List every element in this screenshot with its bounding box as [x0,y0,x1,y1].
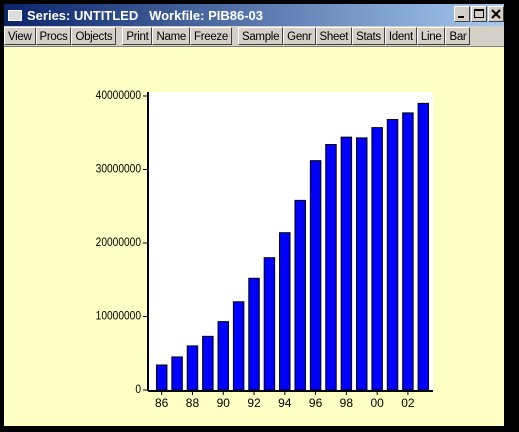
bar [372,128,382,390]
y-tick-label: 10000000 [96,310,141,323]
bar [418,103,428,390]
bar [341,137,351,390]
bar [357,138,367,390]
x-tick-label: 02 [401,396,415,410]
x-tick-label: 98 [340,396,354,410]
bar [218,322,228,390]
bar [233,302,243,390]
bar [249,278,259,390]
x-tick-label: 00 [370,396,384,410]
window-icon [8,10,22,21]
minimize-button[interactable] [454,6,470,22]
bar [310,161,320,390]
x-tick-label: 90 [217,396,231,410]
bar [280,233,290,390]
bar [403,113,413,390]
window-controls [454,6,504,22]
y-tick-label: 40000000 [96,89,141,102]
bar [203,336,213,390]
bar [264,258,274,390]
x-tick-label: 94 [278,396,292,410]
screen: {"window": {"title": "Series: UNTITLED W… [0,0,519,432]
bar [387,120,397,390]
bar [187,346,197,390]
maximize-button[interactable] [471,6,487,22]
bar [156,365,166,390]
y-tick-label: 30000000 [96,163,141,176]
bar [326,145,336,390]
chart: 0 10000000 20000000 30000000 40000000 86 88 90 9… [4,43,504,423]
bar [172,357,182,390]
y-tick-label: 20000000 [96,236,141,249]
x-tick-label: 92 [247,396,261,410]
x-tick-label: 86 [155,396,169,410]
x-tick-label: 96 [309,396,323,410]
bar [295,200,305,390]
window-title: Series: UNTITLED Workfile: PIB86-03 [27,8,263,23]
y-tick-label: 0 [135,383,141,396]
x-tick-label: 88 [186,396,200,410]
title-bar: Series: UNTITLED Workfile: PIB86-03 [4,4,504,26]
close-button[interactable] [488,6,504,22]
